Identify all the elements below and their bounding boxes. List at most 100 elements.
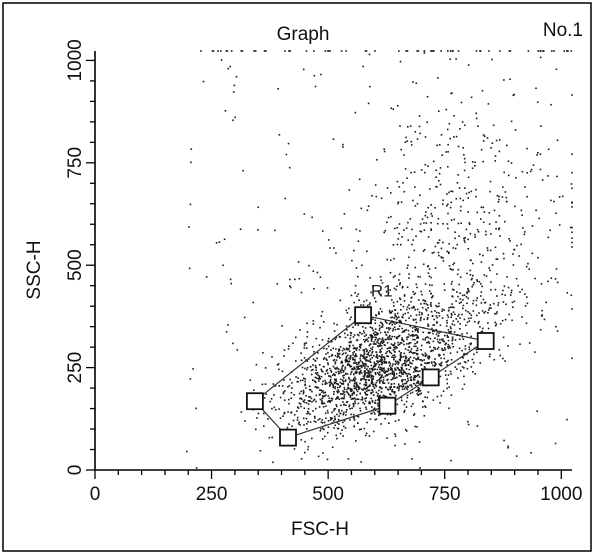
data-point	[417, 50, 420, 52]
data-point	[446, 387, 448, 390]
data-point	[186, 450, 188, 453]
data-point	[476, 228, 479, 231]
data-point	[390, 378, 393, 381]
gate-vertex-handle[interactable]	[421, 368, 440, 387]
data-point	[460, 301, 462, 303]
data-point	[461, 294, 464, 297]
data-point	[539, 168, 542, 171]
data-point	[450, 394, 453, 396]
data-point	[342, 435, 344, 437]
data-point	[411, 362, 413, 365]
data-point	[429, 303, 432, 306]
gate-region-r1[interactable]: R1	[245, 282, 495, 447]
data-point	[411, 330, 414, 333]
data-point	[502, 186, 504, 188]
gate-vertex-handle[interactable]	[245, 392, 264, 411]
data-point	[540, 125, 542, 127]
data-point	[349, 331, 352, 334]
data-point	[482, 254, 484, 257]
data-point	[426, 318, 429, 321]
data-point	[395, 346, 397, 348]
gate-vertex-handle[interactable]	[354, 306, 373, 325]
data-point	[404, 360, 406, 362]
data-point	[483, 274, 486, 276]
data-point	[408, 256, 410, 259]
data-point	[487, 322, 489, 324]
data-point	[255, 428, 257, 431]
data-point	[394, 444, 396, 447]
data-point	[332, 347, 334, 350]
data-point	[373, 341, 376, 343]
data-point	[525, 265, 528, 268]
data-point	[371, 335, 374, 338]
data-point	[405, 329, 407, 331]
data-point	[467, 64, 470, 66]
data-point	[222, 264, 224, 267]
data-point	[392, 349, 395, 351]
data-point	[484, 301, 487, 304]
data-point	[468, 348, 471, 351]
data-point	[354, 397, 356, 399]
data-point	[419, 276, 421, 278]
data-point	[373, 411, 375, 414]
data-point	[376, 368, 379, 371]
gate-vertex-handle[interactable]	[279, 428, 297, 447]
data-point	[337, 383, 340, 386]
data-point	[463, 157, 466, 160]
data-point	[399, 125, 401, 127]
data-point	[423, 52, 426, 54]
data-point	[323, 392, 325, 394]
data-point	[360, 343, 363, 346]
data-point	[392, 328, 395, 330]
data-point	[479, 253, 481, 256]
data-point	[464, 187, 466, 189]
data-point	[347, 387, 350, 390]
data-point	[443, 283, 446, 285]
data-point	[320, 428, 322, 430]
data-point	[417, 328, 419, 330]
gate-vertex-handle[interactable]	[378, 396, 397, 415]
data-point	[416, 349, 419, 351]
data-point	[423, 415, 426, 417]
data-point	[372, 408, 375, 411]
data-point	[494, 321, 497, 324]
data-point	[327, 50, 330, 52]
data-point	[351, 368, 353, 371]
data-point	[343, 374, 345, 377]
data-point	[393, 287, 396, 290]
data-point	[472, 284, 475, 286]
data-point	[406, 385, 409, 387]
data-point	[320, 375, 323, 378]
data-point	[370, 291, 372, 294]
data-point	[447, 212, 449, 215]
gate-vertex-handle[interactable]	[476, 332, 495, 350]
data-point	[385, 373, 388, 376]
data-point	[471, 358, 474, 361]
data-point	[424, 405, 426, 407]
data-point	[537, 50, 539, 52]
data-point	[218, 241, 221, 243]
data-point	[478, 312, 480, 314]
data-point	[386, 370, 389, 373]
data-point	[527, 50, 530, 52]
data-point	[273, 406, 276, 409]
data-point	[571, 171, 573, 174]
data-point	[302, 417, 305, 420]
data-point	[423, 299, 426, 302]
data-point	[451, 280, 453, 283]
data-point	[472, 274, 474, 277]
data-point	[318, 344, 321, 346]
data-point	[498, 198, 500, 201]
data-point	[339, 385, 342, 387]
data-point	[386, 187, 389, 189]
data-point	[384, 361, 387, 363]
data-point	[420, 381, 423, 383]
data-point	[467, 197, 469, 199]
data-point	[388, 422, 390, 424]
data-point	[427, 206, 429, 209]
data-point	[519, 343, 521, 345]
data-point	[341, 369, 343, 371]
data-point	[371, 350, 374, 353]
data-point	[327, 362, 329, 364]
data-point	[382, 370, 385, 373]
